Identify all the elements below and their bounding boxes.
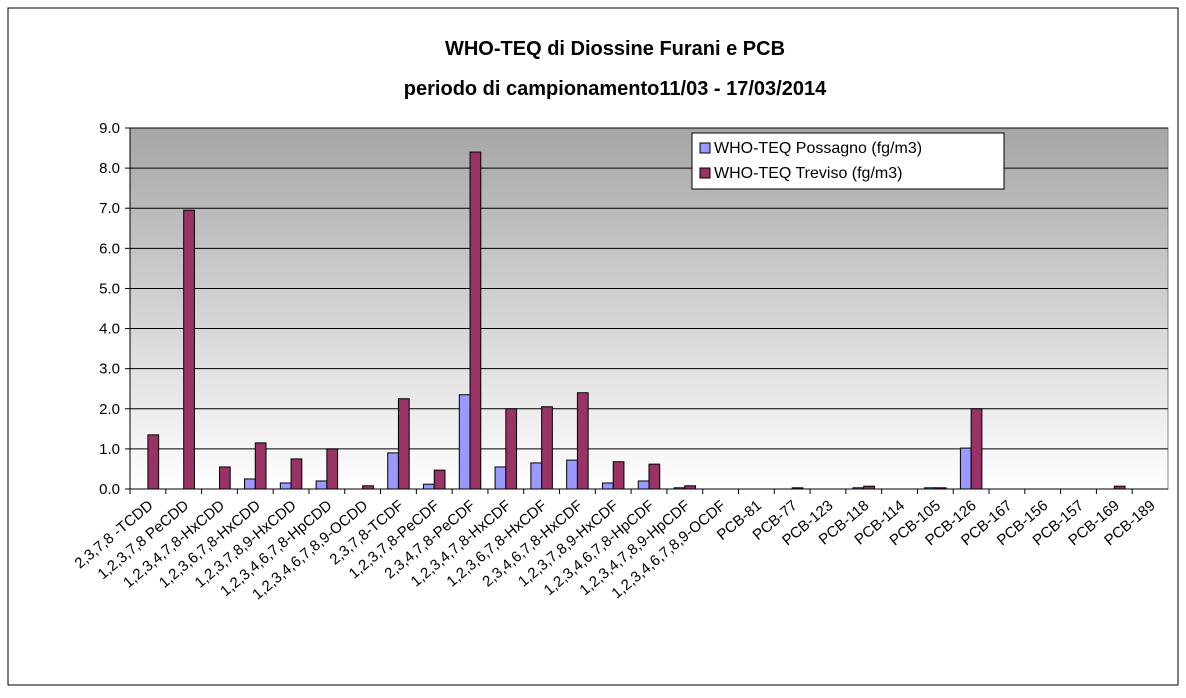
chart-title: WHO-TEQ di Diossine Furani e PCB: [445, 38, 785, 60]
bar: [183, 209, 195, 490]
bar: [326, 448, 339, 490]
y-tick-label: 8.0: [99, 160, 120, 177]
bar: [637, 480, 650, 490]
bar: [541, 406, 553, 490]
y-tick-label: 0.0: [99, 481, 120, 498]
bar: [791, 487, 804, 490]
bar: [433, 469, 446, 490]
bar: [254, 442, 267, 490]
bar: [530, 462, 543, 490]
y-tick-label: 2.0: [99, 401, 120, 418]
bar: [505, 408, 518, 490]
bar: [852, 487, 865, 490]
bar: [315, 480, 328, 490]
y-tick-label: 1.0: [99, 441, 120, 458]
legend: [691, 132, 1005, 190]
bar: [1113, 485, 1126, 490]
bar: [863, 485, 875, 490]
bar: [218, 466, 231, 490]
bar: [244, 478, 256, 490]
plot-area: [129, 127, 1169, 490]
legend-label: WHO-TEQ Possagno (fg/m3): [714, 140, 922, 157]
legend-swatch: [699, 167, 711, 179]
bar: [648, 463, 661, 490]
legend-swatch: [699, 142, 711, 154]
bar: [423, 483, 435, 490]
y-tick-label: 3.0: [99, 361, 120, 378]
bar: [959, 447, 972, 490]
bar: [494, 466, 507, 490]
bar: [279, 482, 292, 490]
legend-label: WHO-TEQ Treviso (fg/m3): [714, 165, 902, 182]
bar: [576, 392, 589, 490]
bar: [387, 452, 399, 490]
bar: [147, 434, 160, 490]
y-tick-label: 7.0: [99, 200, 120, 217]
bar: [362, 485, 374, 490]
bar: [612, 461, 625, 490]
chart-subtitle: periodo di campionamento11/03 - 17/03/20…: [404, 78, 827, 100]
y-tick-label: 4.0: [99, 321, 120, 338]
bar: [684, 485, 697, 490]
bar: [469, 151, 482, 490]
bar: [458, 394, 471, 490]
bar: [290, 458, 303, 490]
y-tick-label: 9.0: [99, 120, 120, 137]
bar: [970, 408, 983, 490]
bar: [601, 482, 614, 490]
y-tick-label: 6.0: [99, 240, 120, 257]
bar: [397, 398, 410, 490]
bar: [924, 487, 936, 490]
bar: [934, 487, 947, 490]
bar: [673, 487, 686, 490]
bar: [566, 459, 578, 490]
y-tick-label: 5.0: [99, 280, 120, 297]
